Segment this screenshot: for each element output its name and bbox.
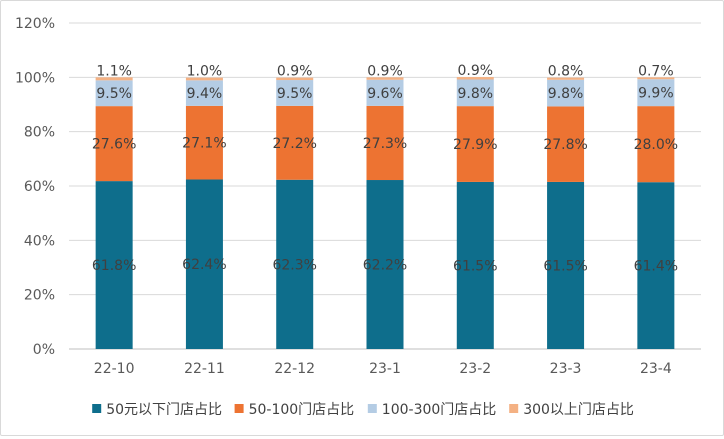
y-tick-label: 120% (15, 16, 55, 32)
data-label: 1.0% (187, 64, 223, 80)
data-label: 1.1% (96, 63, 132, 79)
data-label: 61.5% (543, 258, 587, 274)
data-label: 9.4% (187, 86, 223, 102)
bar-segment (366, 105, 404, 181)
bar-segment (637, 106, 675, 183)
legend-label: 50元以下门店占比 (106, 402, 222, 418)
data-label: 27.9% (453, 137, 497, 153)
legend-swatch (509, 404, 519, 413)
bar-segment (456, 79, 494, 107)
bar-segment (637, 182, 675, 349)
data-label: 27.2% (272, 136, 316, 152)
x-tick-label: 23-2 (459, 361, 491, 377)
data-label: 27.3% (363, 136, 407, 152)
bar-segment (95, 77, 133, 81)
bar-segment (547, 106, 585, 182)
x-tick-label: 22-10 (94, 361, 135, 377)
y-tick-label: 80% (24, 125, 55, 141)
bar-segment (456, 77, 494, 80)
bar-segment (185, 179, 223, 349)
legend-label: 50-100门店占比 (249, 402, 355, 418)
y-tick-label: 40% (24, 233, 55, 249)
data-label: 9.5% (96, 86, 132, 102)
bar-segment (547, 79, 585, 107)
data-label: 27.6% (92, 137, 136, 153)
data-label: 0.9% (367, 63, 403, 79)
data-label: 62.2% (363, 258, 407, 274)
y-tick-label: 0% (33, 342, 55, 358)
x-tick-label: 22-11 (184, 361, 225, 377)
legend: 50元以下门店占比 50-100门店占比 100-300门店占比 300以上门店占比 (92, 402, 634, 418)
bar-segment (276, 77, 314, 81)
legend-label: 100-300门店占比 (382, 402, 497, 418)
bars (95, 77, 675, 349)
bar-segment (276, 105, 314, 180)
data-label: 61.5% (453, 258, 497, 274)
bar-segment (637, 77, 675, 80)
data-label: 62.4% (182, 257, 226, 273)
data-label: 9.8% (457, 86, 493, 102)
bar-segment (547, 77, 585, 80)
bar-segment (366, 79, 404, 106)
bar-segment (456, 106, 494, 182)
data-label: 27.8% (543, 137, 587, 153)
bar-segment (95, 106, 133, 182)
legend-swatch (92, 404, 102, 413)
x-tick-label: 23-1 (369, 361, 401, 377)
bar-segment (366, 180, 404, 349)
data-label: 9.9% (638, 86, 674, 102)
y-tick-label: 100% (15, 70, 55, 86)
data-label: 27.1% (182, 136, 226, 152)
legend-swatch (367, 404, 377, 413)
data-label: 9.8% (548, 86, 584, 102)
bar-segment (185, 80, 223, 106)
bar-segment (185, 77, 223, 81)
bar-segment (95, 80, 133, 107)
legend-swatch (234, 404, 244, 413)
axes: 0% 20% 40% 60% 80% 100% 120% 22-10 22-11 22-12 23-… (15, 16, 672, 377)
x-tick-label: 23-4 (640, 361, 672, 377)
bar-segment (276, 80, 314, 106)
data-label: 0.9% (277, 64, 313, 80)
bar-segment (276, 179, 314, 349)
legend-label: 300以上门店占比 (523, 402, 634, 418)
bar-segment (366, 77, 404, 80)
data-label: 61.4% (634, 259, 678, 275)
data-label: 9.5% (277, 86, 313, 102)
bar-segment (456, 181, 494, 349)
data-label: 0.8% (548, 64, 584, 80)
data-label: 9.6% (367, 86, 403, 102)
data-labels: 61.8% 27.6% 9.5% 1.1% 62.4% 27.1% 9.4% 1.0% 62.3… (92, 63, 678, 275)
data-label: 28.0% (634, 137, 678, 153)
bar-segment (637, 79, 675, 107)
data-label: 0.9% (457, 63, 493, 79)
bar-segment (95, 181, 133, 349)
data-label: 61.8% (92, 258, 136, 274)
x-tick-label: 23-3 (550, 361, 582, 377)
x-tick-label: 22-12 (274, 361, 315, 377)
bar-segment (185, 105, 223, 180)
y-tick-label: 20% (24, 288, 55, 304)
data-label: 0.7% (638, 63, 674, 79)
y-tick-label: 60% (24, 179, 55, 195)
bar-segment (547, 181, 585, 349)
data-label: 62.3% (272, 257, 316, 273)
